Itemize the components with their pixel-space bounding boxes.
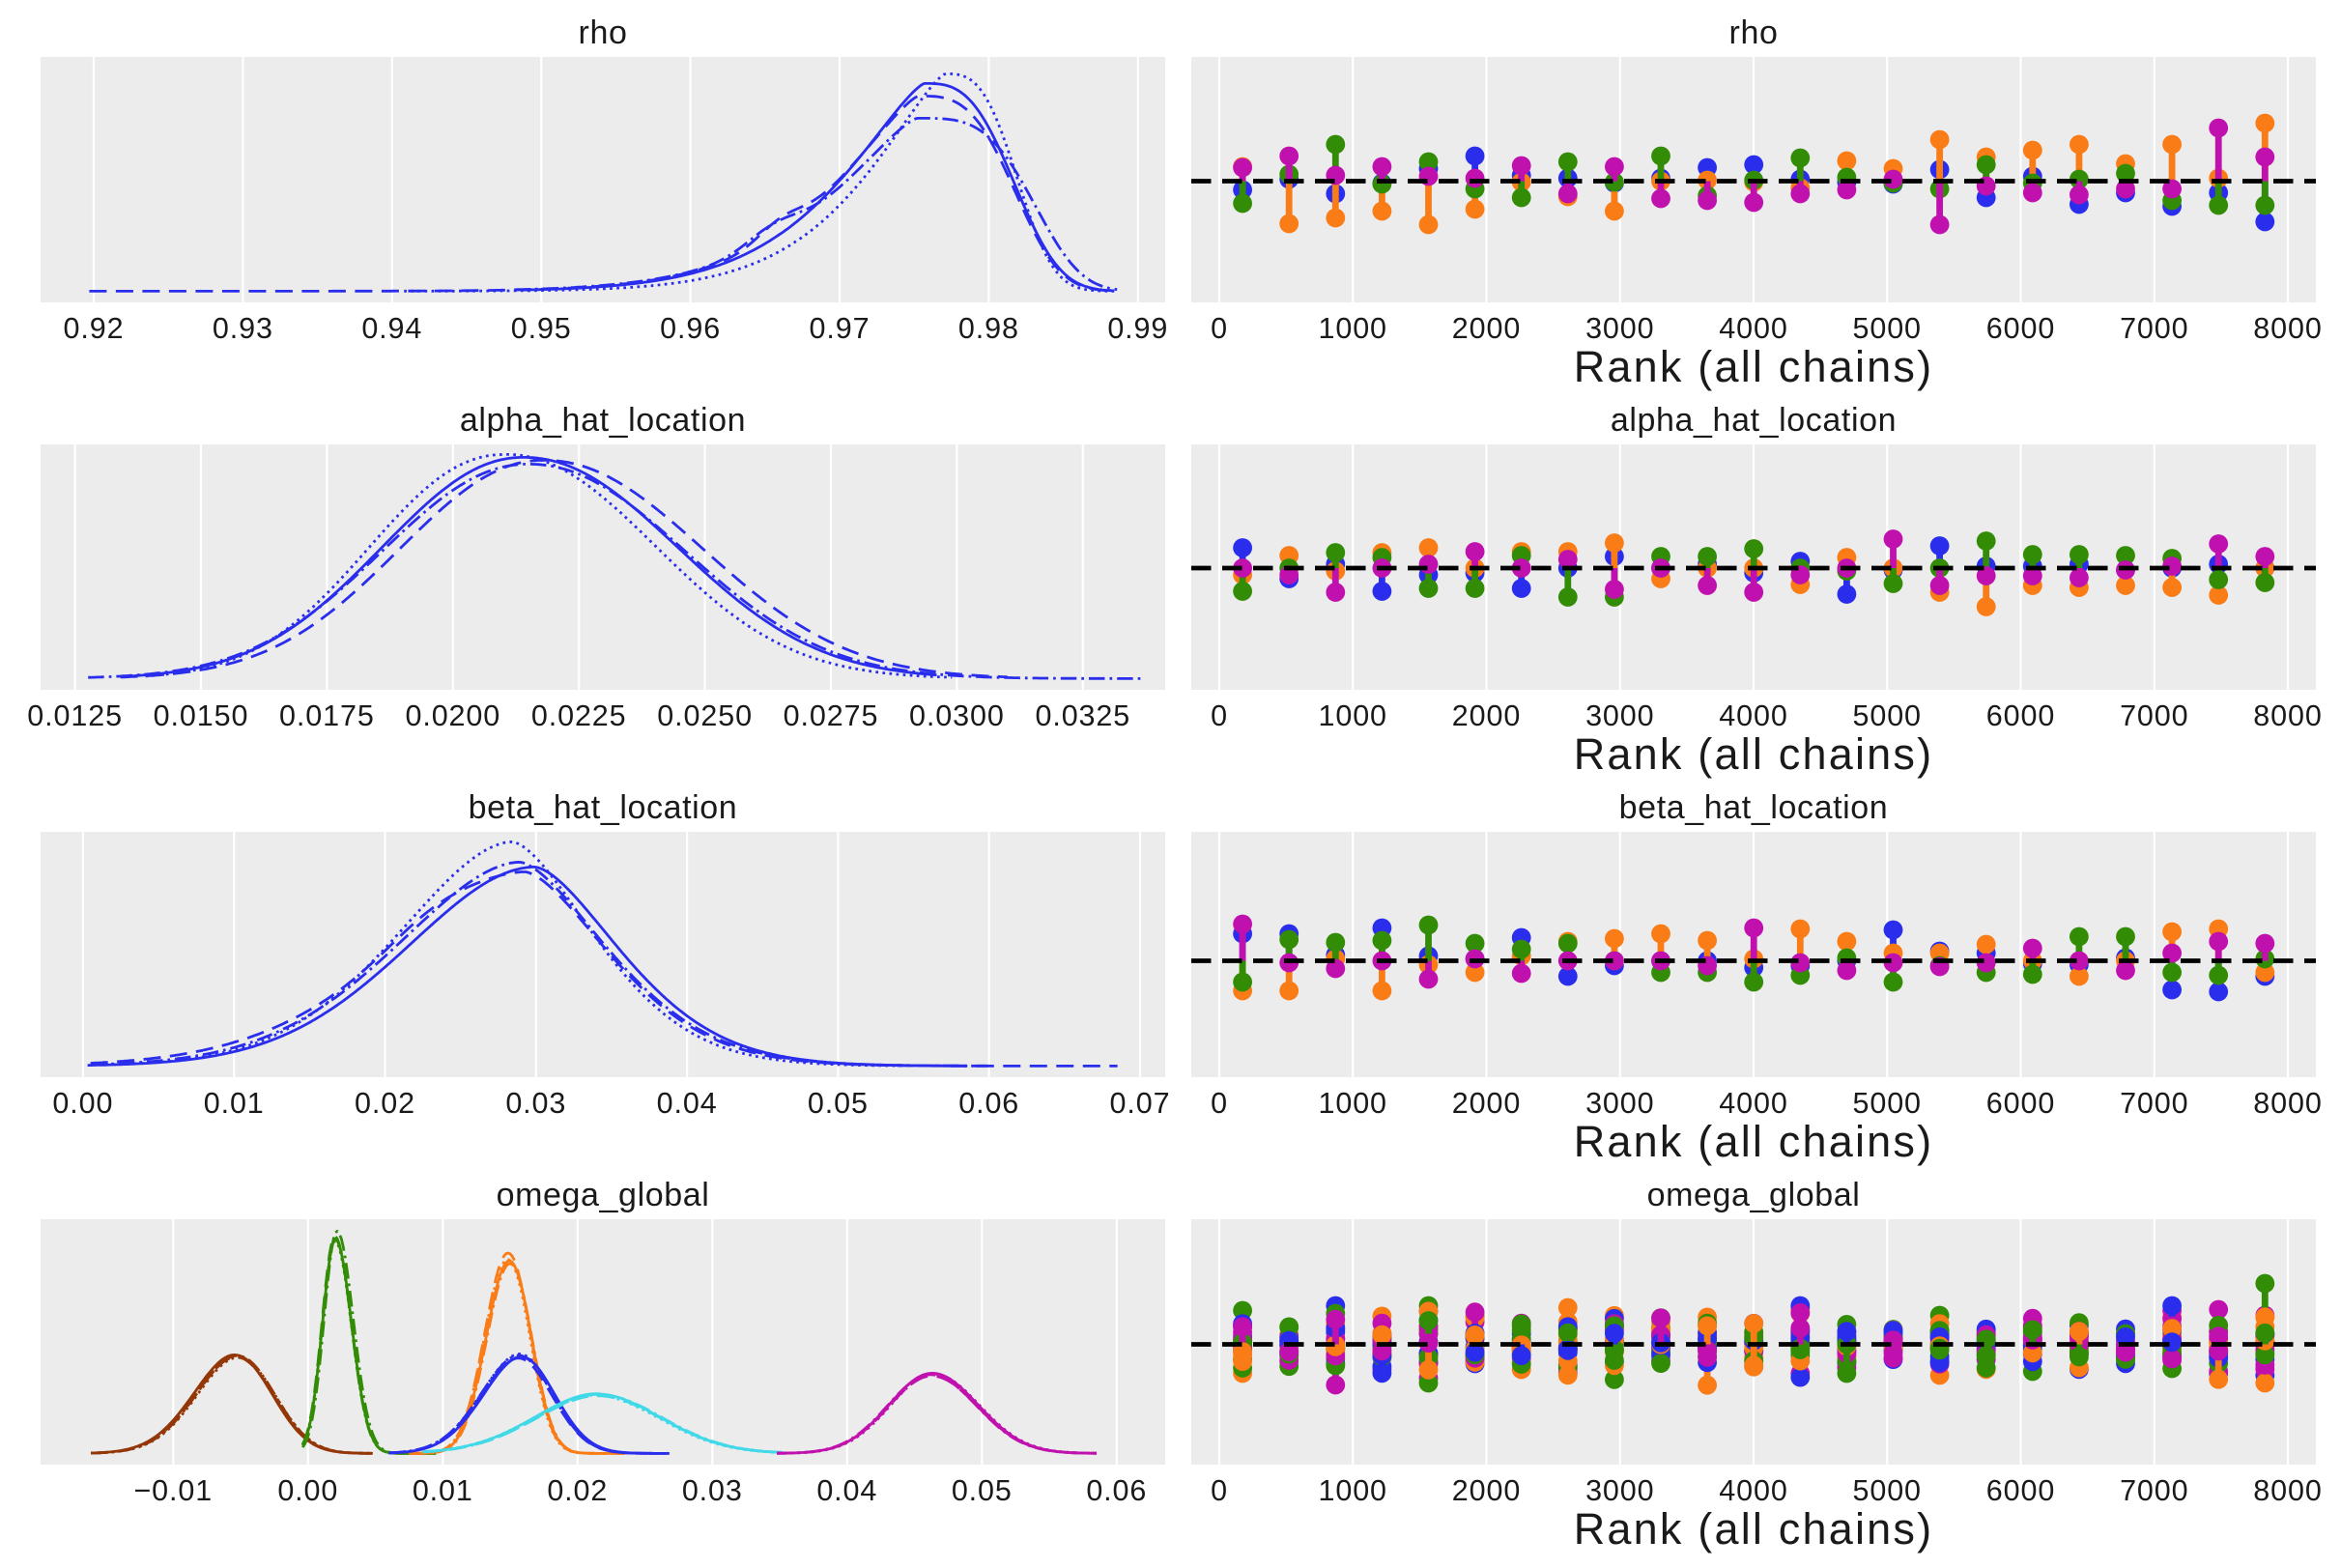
svg-text:6000: 6000 [1986,699,2055,732]
svg-text:2000: 2000 [1452,1087,1521,1120]
svg-text:6000: 6000 [1986,312,2055,345]
svg-text:0.02: 0.02 [547,1474,608,1507]
svg-text:0.0125: 0.0125 [27,699,123,732]
svg-text:0.0275: 0.0275 [784,699,879,732]
svg-text:0.05: 0.05 [808,1087,869,1120]
svg-text:0.00: 0.00 [277,1474,338,1507]
svg-text:rho: rho [1729,14,1779,51]
svg-text:6000: 6000 [1986,1087,2055,1120]
svg-text:beta_hat_location: beta_hat_location [469,789,738,826]
svg-text:0.01: 0.01 [413,1474,473,1507]
svg-text:0.92: 0.92 [64,312,125,345]
svg-text:7000: 7000 [2120,699,2188,732]
svg-text:2000: 2000 [1452,1474,1521,1507]
svg-text:4000: 4000 [1719,1087,1787,1120]
svg-text:0.06: 0.06 [958,1087,1019,1120]
svg-text:alpha_hat_location: alpha_hat_location [1611,402,1897,439]
svg-text:0.93: 0.93 [213,312,273,345]
svg-text:5000: 5000 [1852,312,1921,345]
svg-text:3000: 3000 [1585,699,1654,732]
svg-text:8000: 8000 [2253,1087,2322,1120]
svg-text:0.96: 0.96 [660,312,721,345]
svg-text:4000: 4000 [1719,1474,1787,1507]
svg-text:0.0250: 0.0250 [657,699,753,732]
svg-text:0.94: 0.94 [361,312,422,345]
svg-text:5000: 5000 [1852,1087,1921,1120]
svg-text:alpha_hat_location: alpha_hat_location [460,402,746,439]
svg-text:5000: 5000 [1852,699,1921,732]
svg-text:Rank (all chains): Rank (all chains) [1574,729,1934,779]
svg-text:3000: 3000 [1585,1474,1654,1507]
svg-text:3000: 3000 [1585,312,1654,345]
svg-text:0: 0 [1211,312,1228,345]
svg-text:0: 0 [1211,699,1228,732]
svg-text:5000: 5000 [1852,1474,1921,1507]
svg-text:0.03: 0.03 [505,1087,566,1120]
svg-text:8000: 8000 [2253,699,2322,732]
svg-text:2000: 2000 [1452,312,1521,345]
svg-text:1000: 1000 [1318,699,1386,732]
svg-text:8000: 8000 [2253,312,2322,345]
svg-text:8000: 8000 [2253,1474,2322,1507]
svg-text:0.0175: 0.0175 [279,699,375,732]
svg-text:Rank (all chains): Rank (all chains) [1574,1117,1934,1166]
svg-text:beta_hat_location: beta_hat_location [1619,789,1889,826]
svg-text:0.03: 0.03 [682,1474,743,1507]
svg-text:0.99: 0.99 [1107,312,1168,345]
svg-text:omega_global: omega_global [497,1177,710,1213]
svg-text:0.04: 0.04 [816,1474,877,1507]
svg-text:7000: 7000 [2120,312,2188,345]
svg-text:0.95: 0.95 [511,312,572,345]
svg-text:7000: 7000 [2120,1474,2188,1507]
svg-text:0.0200: 0.0200 [405,699,500,732]
svg-text:0.97: 0.97 [810,312,871,345]
svg-text:Rank (all chains): Rank (all chains) [1574,342,1934,391]
svg-text:3000: 3000 [1585,1087,1654,1120]
svg-text:0.0300: 0.0300 [909,699,1005,732]
svg-text:0.06: 0.06 [1086,1474,1147,1507]
svg-text:0.00: 0.00 [52,1087,113,1120]
svg-text:1000: 1000 [1318,1087,1386,1120]
svg-text:0.0150: 0.0150 [154,699,249,732]
svg-text:0.0325: 0.0325 [1035,699,1130,732]
svg-text:−0.01: −0.01 [133,1474,213,1507]
svg-text:0.98: 0.98 [958,312,1019,345]
svg-text:4000: 4000 [1719,312,1787,345]
svg-text:1000: 1000 [1318,312,1386,345]
svg-text:Rank (all chains): Rank (all chains) [1574,1504,1934,1554]
svg-text:0: 0 [1211,1087,1228,1120]
svg-text:0.0225: 0.0225 [531,699,627,732]
svg-text:4000: 4000 [1719,699,1787,732]
svg-text:7000: 7000 [2120,1087,2188,1120]
svg-text:6000: 6000 [1986,1474,2055,1507]
svg-text:rho: rho [579,14,628,51]
svg-text:0: 0 [1211,1474,1228,1507]
svg-text:omega_global: omega_global [1647,1177,1861,1213]
svg-text:0.04: 0.04 [657,1087,718,1120]
svg-text:1000: 1000 [1318,1474,1386,1507]
svg-text:0.05: 0.05 [952,1474,1013,1507]
svg-text:0.01: 0.01 [204,1087,265,1120]
svg-text:2000: 2000 [1452,699,1521,732]
svg-text:0.02: 0.02 [355,1087,415,1120]
svg-text:0.07: 0.07 [1110,1087,1171,1120]
